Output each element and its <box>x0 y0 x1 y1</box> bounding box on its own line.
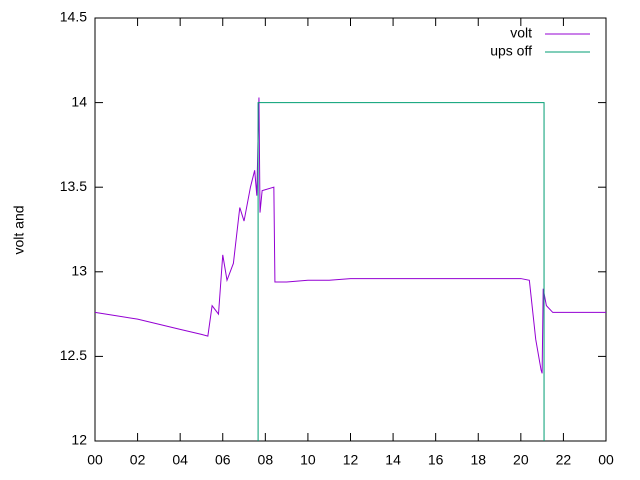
x-tick-label: 16 <box>428 452 444 468</box>
series-line <box>257 102 545 441</box>
y-tick-label: 14 <box>71 93 87 109</box>
y-tick-label: 12.5 <box>60 347 87 363</box>
legend-label: ups off <box>490 43 532 59</box>
x-tick-label: 18 <box>470 452 486 468</box>
y-tick-label: 14.5 <box>60 9 87 25</box>
y-tick-label: 13 <box>71 263 87 279</box>
x-tick-label: 08 <box>258 452 274 468</box>
series-line <box>94 97 606 374</box>
x-tick-label: 12 <box>343 452 359 468</box>
x-tick-label: 00 <box>598 452 614 468</box>
x-tick-label: 20 <box>513 452 529 468</box>
y-axis-label: volt and <box>11 205 27 254</box>
y-tick-label: 12 <box>71 432 87 448</box>
x-tick-label: 22 <box>556 452 572 468</box>
y-tick-label: 13.5 <box>60 178 87 194</box>
x-tick-label: 10 <box>300 452 316 468</box>
x-tick-label: 04 <box>172 452 188 468</box>
legend-label: volt <box>510 25 532 41</box>
x-tick-label: 02 <box>130 452 146 468</box>
x-tick-label: 00 <box>87 452 103 468</box>
x-tick-label: 06 <box>215 452 231 468</box>
x-tick-label: 14 <box>385 452 401 468</box>
plot-frame <box>94 17 607 442</box>
